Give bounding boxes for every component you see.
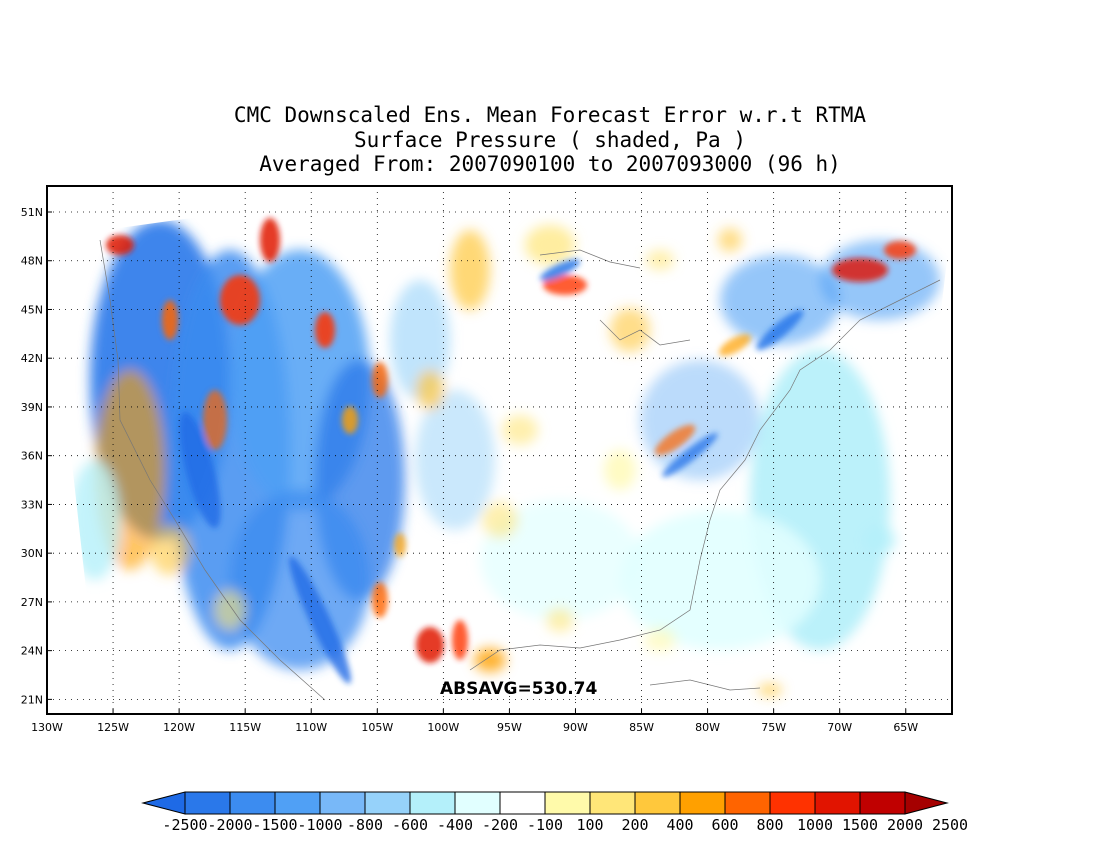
colorbar-label: -2000 bbox=[207, 816, 252, 834]
lon-tick-label: 110W bbox=[295, 721, 327, 734]
lat-tick-label: 36N bbox=[21, 450, 43, 463]
colorbar-swatch bbox=[544, 791, 591, 815]
lat-tick-label: 42N bbox=[21, 352, 43, 365]
colorbar-swatch bbox=[499, 791, 546, 815]
lon-tick-label: 85W bbox=[629, 721, 654, 734]
lon-tick-label: 120W bbox=[163, 721, 195, 734]
colorbar-label: 2000 bbox=[887, 816, 923, 834]
coastlines bbox=[99, 239, 941, 701]
colorbar-label: 100 bbox=[576, 816, 603, 834]
lat-tick-label: 45N bbox=[21, 303, 43, 316]
colorbar-high-triangle bbox=[904, 791, 949, 815]
colorbar-labels: -2500 -2000 -1500 -1000 -800 -600 -400 -200 -100… bbox=[162, 816, 968, 834]
colorbar-swatch bbox=[184, 791, 231, 815]
lat-tick-label: 30N bbox=[21, 547, 43, 560]
colorbar-swatch bbox=[859, 791, 906, 815]
lat-tick-label: 51N bbox=[21, 206, 43, 219]
lat-tick-label: 39N bbox=[21, 401, 43, 414]
colorbar-label: -800 bbox=[347, 816, 383, 834]
colorbar-swatch bbox=[769, 791, 816, 815]
colorbar-swatch bbox=[724, 791, 771, 815]
absavg-label: ABSAVG=530.74 bbox=[440, 679, 597, 699]
longitude-labels: 130W 125W 120W 115W 110W 105W 100W 95W 90W 85W 80W… bbox=[31, 709, 918, 734]
colorbar-swatch bbox=[814, 791, 861, 815]
colorbar-swatch bbox=[319, 791, 366, 815]
colorbar-label: 200 bbox=[621, 816, 648, 834]
colorbar-swatch bbox=[229, 791, 276, 815]
lon-tick-label: 125W bbox=[97, 721, 129, 734]
colorbar-swatch bbox=[589, 791, 636, 815]
lon-tick-label: 65W bbox=[893, 721, 918, 734]
colorbar-swatch bbox=[364, 791, 411, 815]
colorbar-label: -200 bbox=[482, 816, 518, 834]
lon-tick-label: 115W bbox=[229, 721, 261, 734]
colorbar-label: -100 bbox=[527, 816, 563, 834]
lat-tick-label: 27N bbox=[21, 596, 43, 609]
colorbar-label: 1500 bbox=[842, 816, 878, 834]
chart-title-line2: Surface Pressure ( shaded, Pa ) bbox=[354, 128, 746, 152]
map-plot-area bbox=[47, 186, 952, 714]
chart-title-line3: Averaged From: 2007090100 to 2007093000 … bbox=[259, 152, 841, 176]
colorbar-label: 600 bbox=[711, 816, 738, 834]
colorbar-label: -1000 bbox=[297, 816, 342, 834]
shaded-field bbox=[47, 194, 952, 714]
gridlines bbox=[47, 186, 952, 714]
lon-tick-label: 100W bbox=[427, 721, 459, 734]
colorbar-low-triangle bbox=[141, 791, 186, 815]
lat-tick-label: 24N bbox=[21, 645, 43, 658]
colorbar-label: -600 bbox=[392, 816, 428, 834]
lon-tick-label: 105W bbox=[361, 721, 393, 734]
colorbar-swatch bbox=[409, 791, 456, 815]
colorbar-label: 800 bbox=[756, 816, 783, 834]
lon-tick-label: 95W bbox=[497, 721, 522, 734]
colorbar-label: 2500 bbox=[932, 816, 968, 834]
colorbar-label: -1500 bbox=[252, 816, 297, 834]
colorbar-swatch bbox=[634, 791, 681, 815]
lon-tick-label: 90W bbox=[563, 721, 588, 734]
lon-tick-label: 130W bbox=[31, 721, 63, 734]
colorbar-swatch bbox=[454, 791, 501, 815]
colorbar-label: -400 bbox=[437, 816, 473, 834]
lon-tick-label: 70W bbox=[827, 721, 852, 734]
lat-tick-label: 21N bbox=[21, 693, 43, 706]
chart-title-line1: CMC Downscaled Ens. Mean Forecast Error … bbox=[233, 103, 867, 127]
lat-tick-label: 48N bbox=[21, 255, 43, 268]
colorbar-label: -2500 bbox=[162, 816, 207, 834]
colorbar-label: 1000 bbox=[797, 816, 833, 834]
colorbar-label: 400 bbox=[666, 816, 693, 834]
latitude-labels: 51N 48N 45N 42N 39N 36N 33N 30N 27N 24N 21N bbox=[21, 206, 52, 706]
colorbar-swatch bbox=[274, 791, 321, 815]
lon-tick-label: 80W bbox=[695, 721, 720, 734]
lat-tick-label: 33N bbox=[21, 498, 43, 511]
colorbar bbox=[141, 791, 949, 815]
colorbar-swatch bbox=[679, 791, 726, 815]
map-frame bbox=[46, 185, 953, 715]
lon-tick-label: 75W bbox=[761, 721, 786, 734]
